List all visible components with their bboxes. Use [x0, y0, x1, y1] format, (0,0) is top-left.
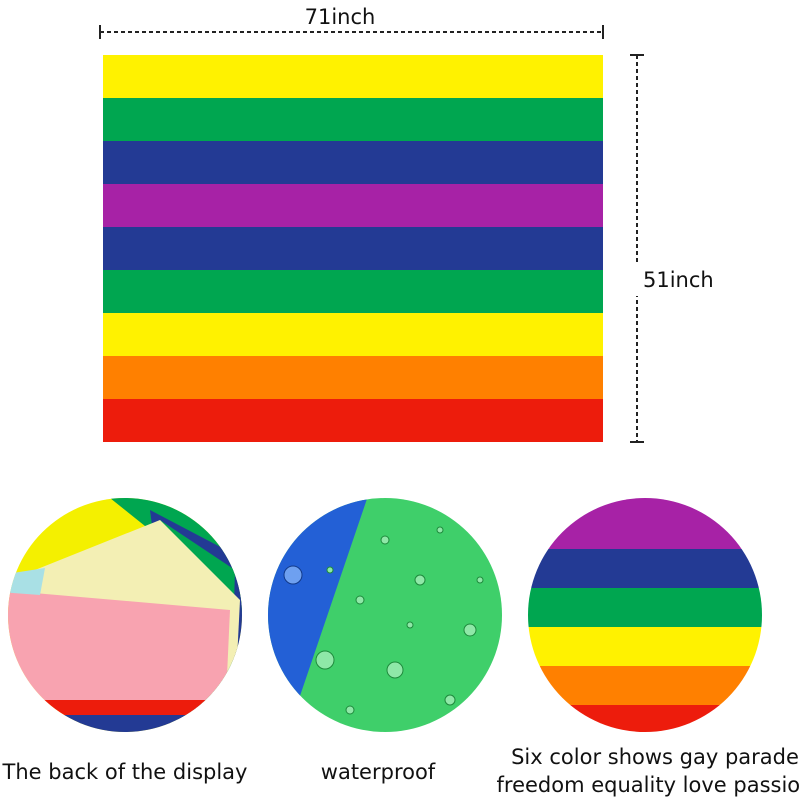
label-bg — [295, 2, 385, 30]
height-dimension — [630, 54, 644, 443]
flag — [103, 55, 603, 442]
caption: The back of the display — [2, 760, 248, 784]
colors-photo — [528, 498, 762, 732]
width-label: 71inch — [305, 5, 376, 29]
back-photo — [8, 498, 242, 732]
waterproof-photo — [268, 498, 502, 732]
caption: Six color shows gay parade — [511, 745, 799, 769]
caption: waterproof — [321, 760, 436, 784]
label-bg — [632, 262, 642, 296]
caption: freedom equality love passion — [497, 773, 800, 797]
height-label: 51inch — [643, 268, 714, 292]
width-dimension — [99, 25, 604, 39]
